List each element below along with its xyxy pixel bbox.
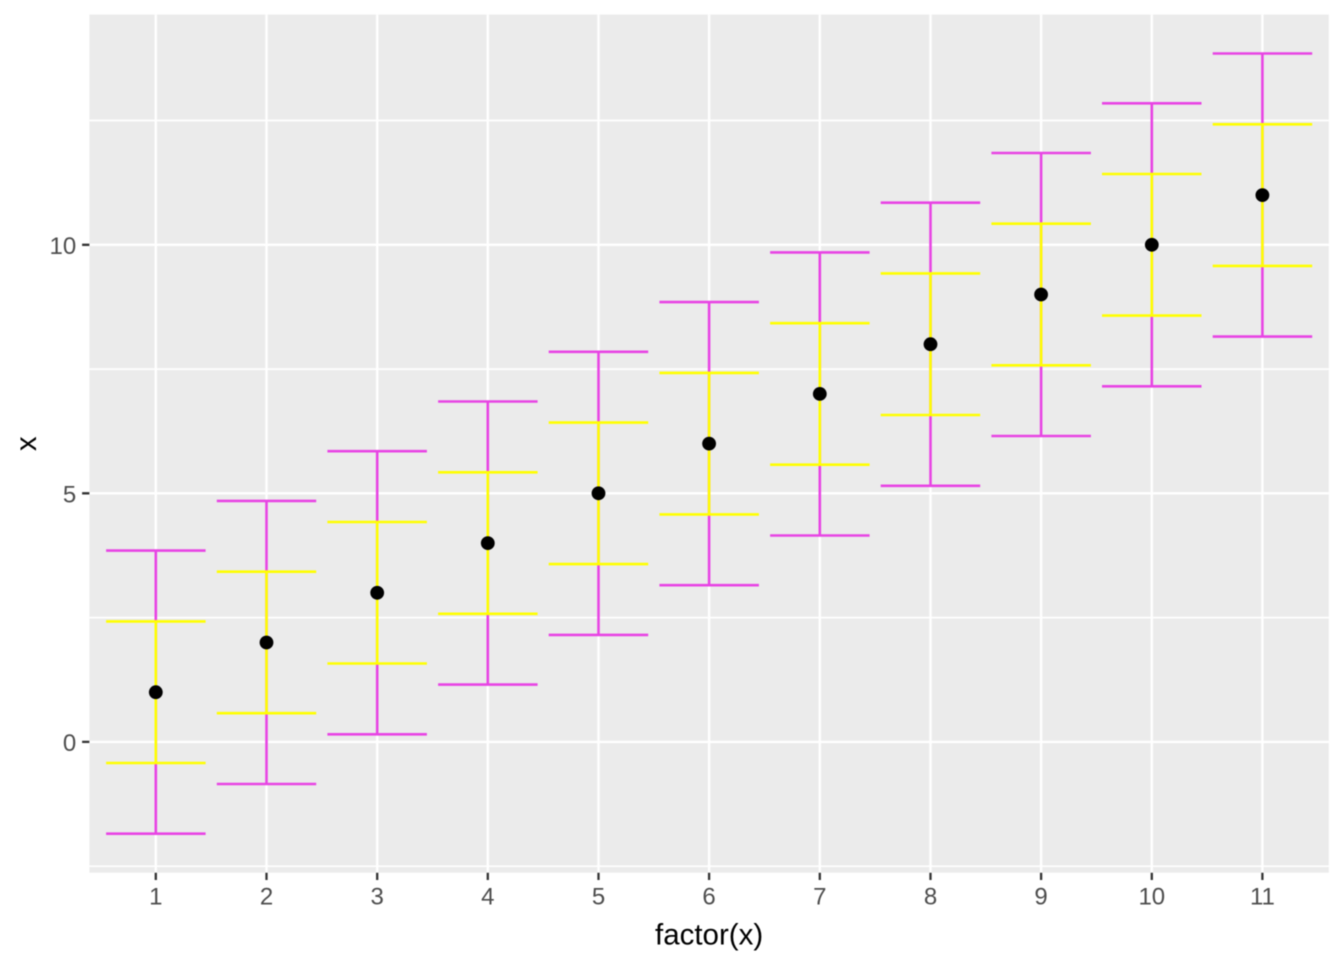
svg-text:3: 3 — [371, 883, 384, 910]
svg-text:x: x — [10, 436, 43, 451]
svg-text:2: 2 — [260, 883, 273, 910]
svg-text:9: 9 — [1034, 883, 1047, 910]
svg-text:5: 5 — [592, 883, 605, 910]
svg-text:11: 11 — [1250, 883, 1275, 910]
svg-text:0: 0 — [63, 730, 76, 757]
svg-text:factor(x): factor(x) — [655, 918, 763, 951]
svg-text:7: 7 — [813, 883, 826, 910]
svg-text:1: 1 — [149, 883, 162, 910]
svg-text:8: 8 — [924, 883, 937, 910]
svg-text:6: 6 — [702, 883, 715, 910]
svg-text:10: 10 — [49, 233, 76, 260]
svg-text:4: 4 — [481, 883, 494, 910]
svg-text:5: 5 — [63, 482, 76, 509]
svg-text:10: 10 — [1138, 883, 1165, 910]
